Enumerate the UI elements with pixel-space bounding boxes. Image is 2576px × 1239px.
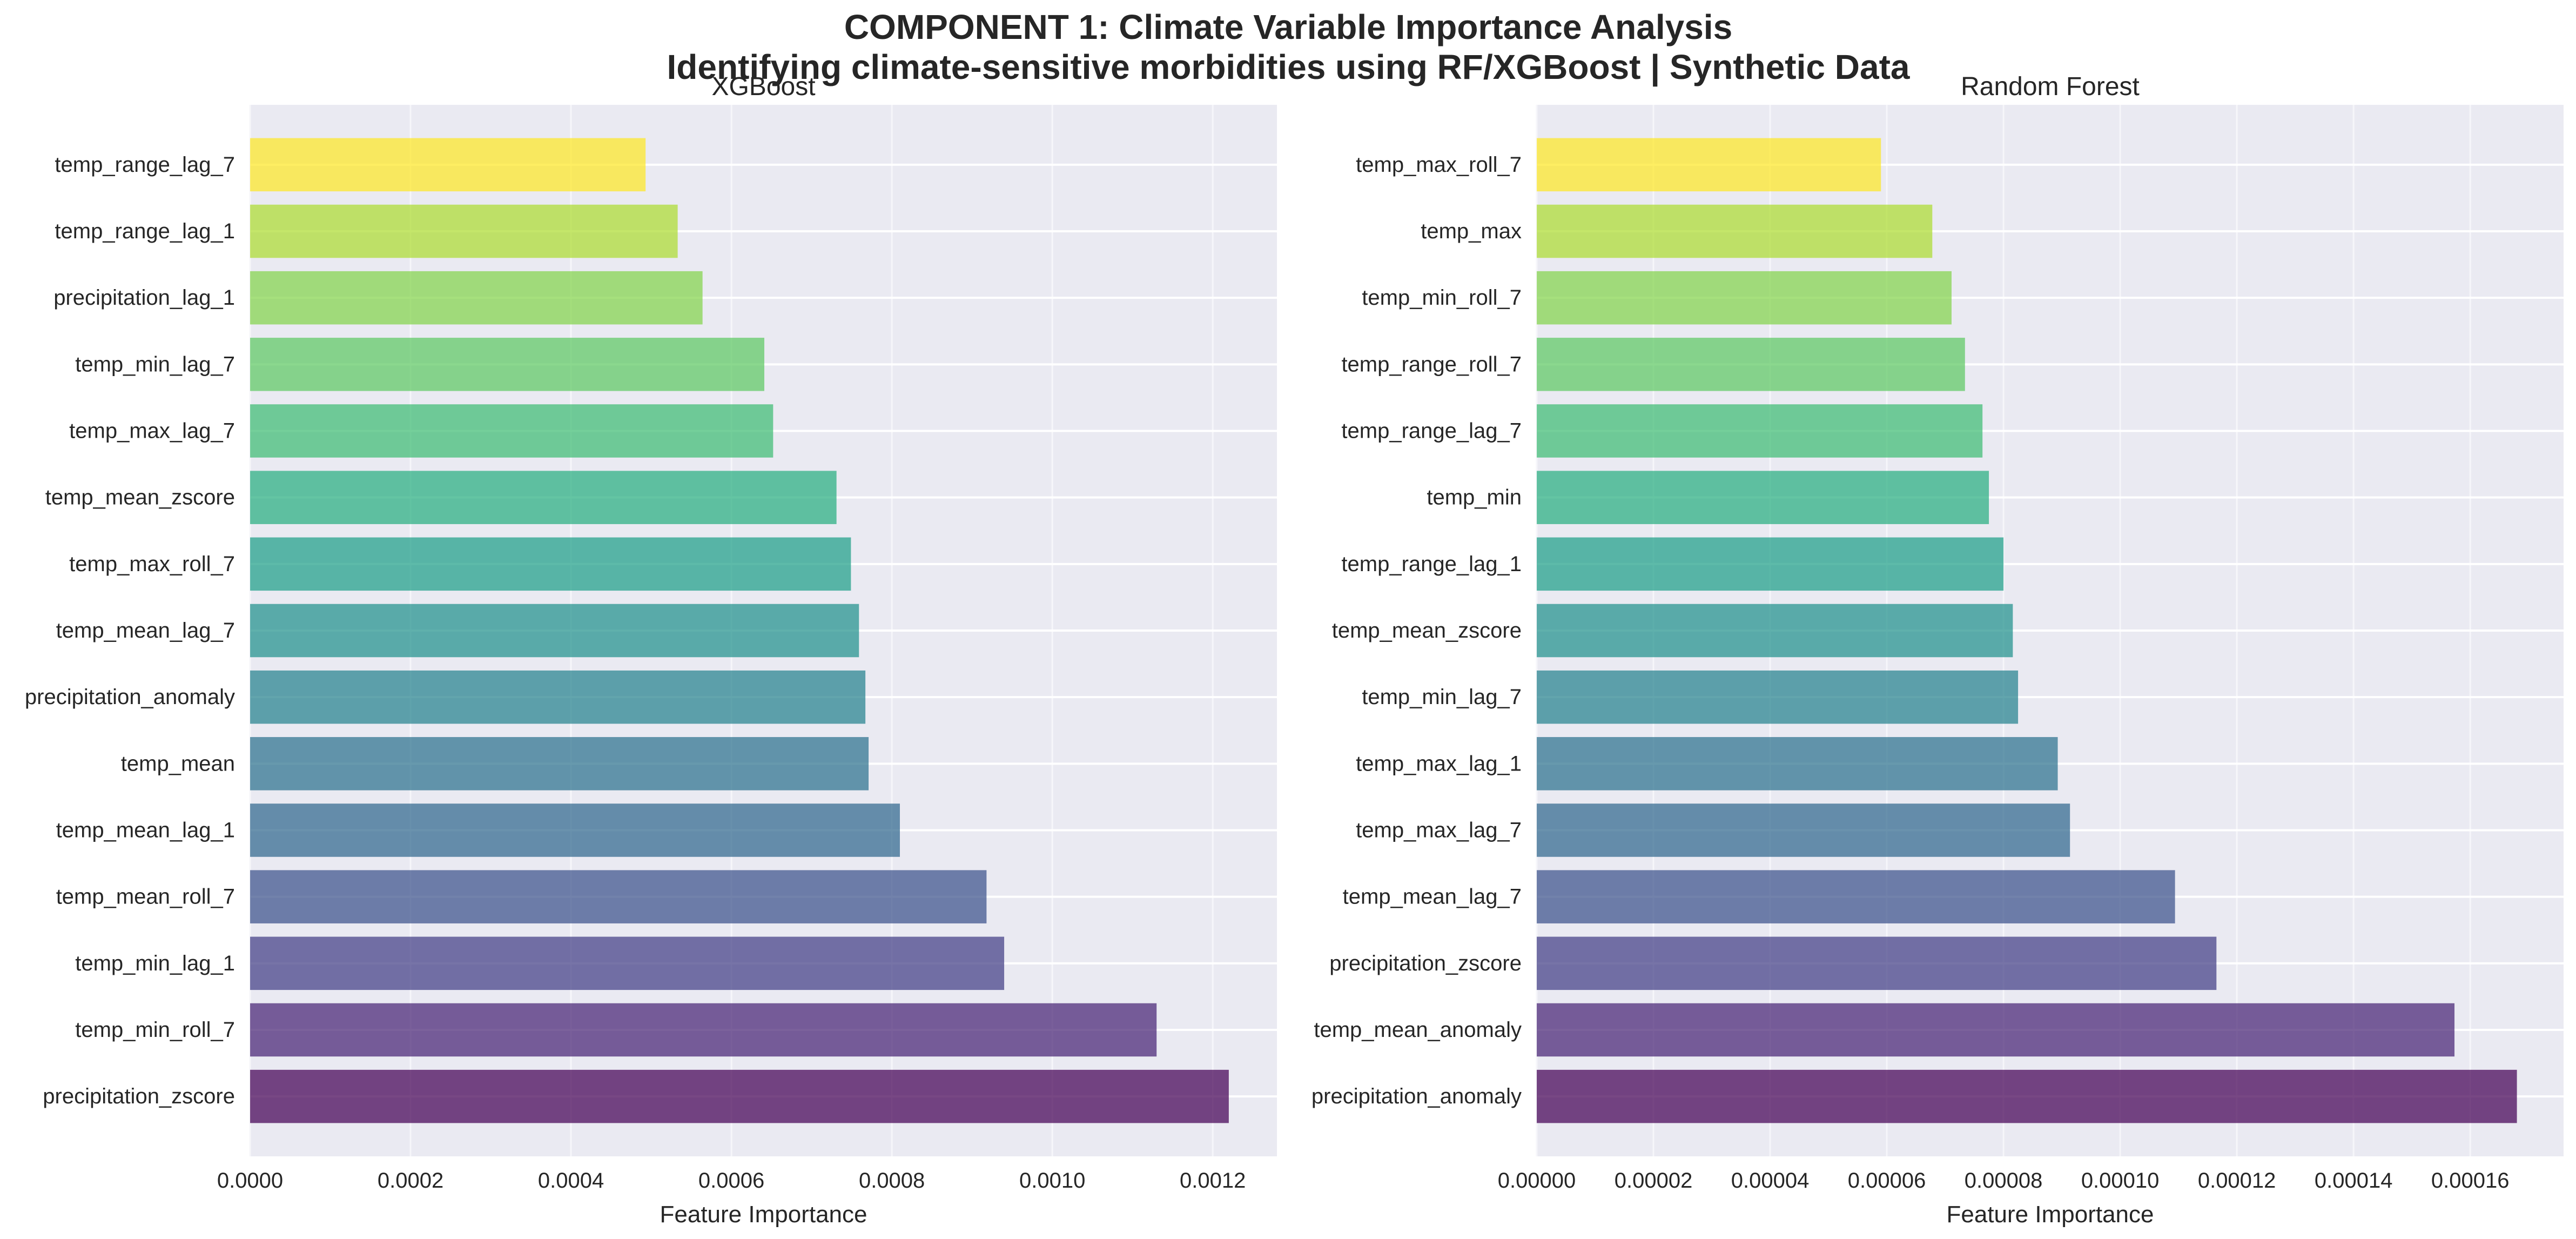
bar-temp-max xyxy=(1537,204,1933,258)
y-tick-label: temp_max_lag_7 xyxy=(1356,818,1522,842)
x-tick-label: 0.00000 xyxy=(1498,1169,1576,1193)
x-tick-label: 0.00016 xyxy=(2431,1169,2510,1193)
figure-title: COMPONENT 1: Climate Variable Importance… xyxy=(844,8,1732,46)
bar-temp-mean-roll-7 xyxy=(250,870,987,923)
x-tick-label: 0.0010 xyxy=(1019,1169,1085,1193)
bar-precipitation-anomaly xyxy=(250,670,866,724)
bar-temp-mean-lag-1 xyxy=(250,803,900,857)
random-forest-title: Random Forest xyxy=(1961,72,2140,101)
y-tick-label: temp_range_roll_7 xyxy=(1341,352,1522,376)
bar-temp-min-lag-1 xyxy=(250,936,1005,990)
x-tick-label: 0.0006 xyxy=(698,1169,764,1193)
bar-temp-min-roll-7 xyxy=(1537,271,1952,325)
bar-temp-mean-anomaly xyxy=(1537,1003,2455,1057)
y-tick-label: temp_mean xyxy=(121,752,235,775)
y-tick-label: temp_mean_lag_7 xyxy=(1343,885,1522,909)
y-tick-label: precipitation_zscore xyxy=(1329,952,1522,975)
y-tick-label: temp_mean_lag_1 xyxy=(56,818,235,842)
y-tick-label: temp_min_lag_7 xyxy=(75,352,235,376)
xgboost-panel: precipitation_zscore temp_min_roll_7 temp_… xyxy=(25,72,1277,1228)
bar-temp-max-roll-7 xyxy=(250,537,851,591)
x-tick-label: 0.0012 xyxy=(1180,1169,1246,1193)
x-tick-label: 0.00008 xyxy=(1965,1169,2043,1193)
bar-temp-max-lag-7 xyxy=(1537,803,2070,857)
y-tick-label: precipitation_anomaly xyxy=(1311,1084,1522,1108)
y-tick-label: temp_min xyxy=(1427,486,1522,510)
y-tick-label: temp_min_lag_1 xyxy=(75,952,235,975)
bar-temp-max-lag-1 xyxy=(1537,737,2058,791)
random-forest-panel: precipitation_anomaly temp_mean_anomaly pr… xyxy=(1311,72,2564,1228)
y-tick-label: temp_max_lag_1 xyxy=(1356,752,1522,775)
x-tick-label: 0.0004 xyxy=(538,1169,604,1193)
y-tick-label: temp_min_roll_7 xyxy=(75,1018,235,1042)
bar-temp-range-lag-7 xyxy=(1537,404,1983,458)
y-tick-label: temp_range_lag_1 xyxy=(55,219,235,243)
bar-temp-range-lag-1 xyxy=(1537,537,2004,591)
bar-temp-min-lag-7 xyxy=(250,338,764,391)
bar-precipitation-anomaly xyxy=(1537,1069,2517,1123)
y-tick-label: temp_min_roll_7 xyxy=(1362,286,1522,310)
bar-temp-mean-lag-7 xyxy=(250,604,859,658)
y-tick-label: temp_range_lag_7 xyxy=(55,153,235,177)
y-tick-label: temp_max_roll_7 xyxy=(1356,153,1522,177)
x-tick-label: 0.00012 xyxy=(2198,1169,2276,1193)
y-tick-label: temp_mean_anomaly xyxy=(1314,1018,1522,1042)
y-tick-label: precipitation_lag_1 xyxy=(53,286,235,310)
bar-temp-min-lag-7 xyxy=(1537,670,2019,724)
bar-temp-mean-zscore xyxy=(250,471,837,524)
bar-precipitation-lag-1 xyxy=(250,271,703,325)
x-tick-label: 0.0000 xyxy=(217,1169,283,1193)
x-tick-label: 0.0008 xyxy=(859,1169,925,1193)
bar-temp-min xyxy=(1537,471,1989,524)
y-tick-label: temp_max_lag_7 xyxy=(69,419,235,443)
x-tick-label: 0.00004 xyxy=(1731,1169,1810,1193)
bar-temp-mean-zscore xyxy=(1537,604,2013,658)
y-tick-label: temp_min_lag_7 xyxy=(1362,685,1522,709)
bar-temp-mean-lag-7 xyxy=(1537,870,2175,923)
y-tick-label: temp_mean_roll_7 xyxy=(56,885,235,909)
bar-precipitation-zscore xyxy=(1537,936,2217,990)
x-tick-label: 0.00006 xyxy=(1848,1169,1926,1193)
y-tick-label: temp_max_roll_7 xyxy=(69,552,235,576)
x-axis-label: Feature Importance xyxy=(660,1201,867,1228)
x-axis-label: Feature Importance xyxy=(1947,1201,2154,1228)
bar-temp-range-lag-7 xyxy=(250,138,646,192)
bar-temp-min-roll-7 xyxy=(250,1003,1157,1057)
y-tick-label: temp_range_lag_1 xyxy=(1341,552,1522,576)
y-tick-label: temp_mean_zscore xyxy=(45,486,235,510)
x-tick-label: 0.0002 xyxy=(378,1169,443,1193)
bar-temp-range-lag-1 xyxy=(250,204,678,258)
y-tick-label: temp_max xyxy=(1421,219,1522,243)
bar-temp-max-roll-7 xyxy=(1537,138,1881,192)
x-tick-label: 0.00014 xyxy=(2315,1169,2393,1193)
y-tick-label: temp_mean_lag_7 xyxy=(56,619,235,642)
x-tick-label: 0.00002 xyxy=(1615,1169,1693,1193)
y-tick-label: precipitation_anomaly xyxy=(25,685,235,709)
bar-temp-mean xyxy=(250,737,869,791)
figure-subtitle: Identifying climate-sensitive morbiditie… xyxy=(667,48,1910,87)
y-tick-label: temp_range_lag_7 xyxy=(1341,419,1522,443)
bar-precipitation-zscore xyxy=(250,1069,1229,1123)
y-tick-label: temp_mean_zscore xyxy=(1332,619,1522,642)
x-tick-label: 0.00010 xyxy=(2081,1169,2160,1193)
bar-temp-max-lag-7 xyxy=(250,404,774,458)
bar-temp-range-roll-7 xyxy=(1537,338,1965,391)
xgboost-title: XGBoost xyxy=(711,72,815,101)
y-tick-label: precipitation_zscore xyxy=(43,1084,235,1108)
